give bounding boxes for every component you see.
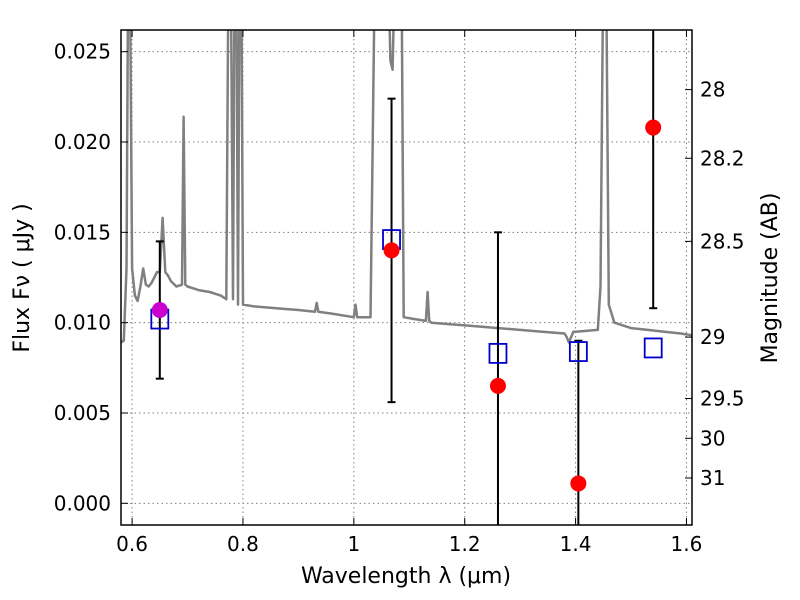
y-tick-label: 0.015 (54, 220, 111, 244)
observed-point (570, 475, 587, 492)
x-axis-label: Wavelength λ (μm) (301, 564, 511, 589)
plot-frame (120, 29, 693, 526)
observed-point (645, 119, 662, 136)
y-tick-label: 0.000 (54, 491, 111, 515)
observed-point (489, 377, 506, 394)
model-photometry-square (643, 337, 663, 359)
right-tick-label: 28 (700, 78, 725, 102)
right-tick-label: 31 (700, 466, 725, 490)
x-tick-label: 1 (347, 532, 360, 556)
y-axis-left: 0.000 0.005 0.010 0.015 0.020 0.025 (54, 40, 128, 515)
model-photometry-square (488, 342, 508, 364)
y-tick-label: 0.025 (54, 40, 111, 64)
x-tick-label: 1.6 (671, 532, 703, 556)
y-tick-label: 0.005 (54, 401, 111, 425)
model-photometry-square (568, 341, 588, 362)
y-axis-right: 28 28.2 28.5 29 29.5 30 31 (685, 78, 745, 490)
right-tick-label: 28.5 (700, 229, 745, 253)
x-axis: 0.6 0.8 1 1.2 1.4 1.6 (116, 30, 702, 556)
observed-point (151, 302, 168, 319)
right-tick-label: 29 (700, 325, 725, 349)
y-axis-label-left: Flux Fν ( μJy ) (10, 203, 35, 352)
y-tick-label: 0.020 (54, 130, 111, 154)
y-tick-label: 0.010 (54, 311, 111, 335)
x-tick-label: 1.4 (560, 532, 592, 556)
y-axis-label-right: Magnitude (AB) (758, 193, 783, 364)
x-tick-label: 0.8 (227, 532, 259, 556)
markers (150, 119, 663, 492)
right-tick-label: 28.2 (700, 146, 745, 170)
x-tick-label: 1.2 (449, 532, 481, 556)
observed-point (383, 242, 400, 259)
right-tick-label: 29.5 (700, 387, 745, 411)
x-tick-label: 0.6 (116, 532, 148, 556)
right-tick-label: 30 (700, 426, 725, 450)
